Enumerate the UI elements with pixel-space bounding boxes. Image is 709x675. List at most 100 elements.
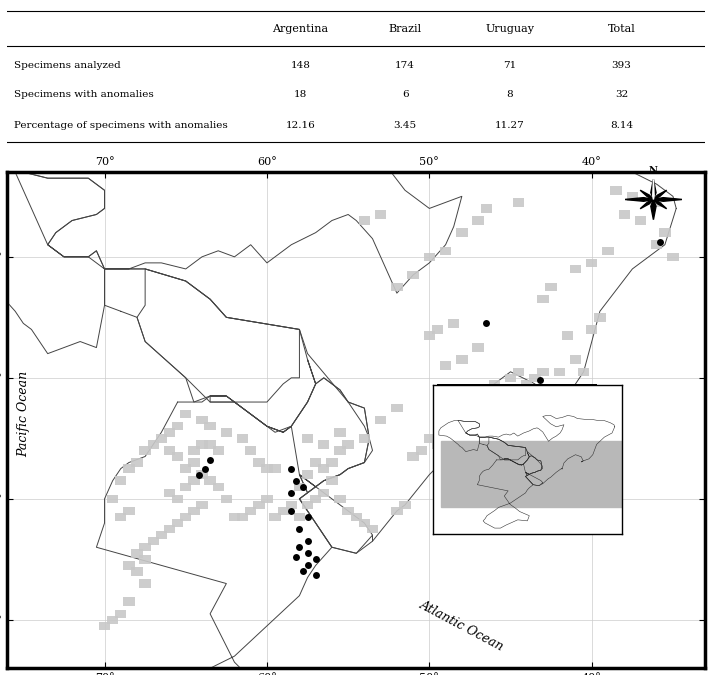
Text: Total: Total [608, 24, 635, 34]
Bar [237, 434, 248, 443]
Bar [432, 325, 443, 333]
Bar [367, 525, 378, 533]
Bar [456, 356, 467, 364]
Bar [448, 416, 459, 425]
Bar [335, 446, 346, 455]
Bar [310, 458, 321, 467]
Bar [489, 379, 500, 388]
Bar [99, 622, 110, 630]
Bar [342, 507, 354, 515]
Text: 8.14: 8.14 [610, 122, 633, 130]
Bar [521, 379, 532, 388]
Bar [359, 216, 370, 225]
Text: 18: 18 [294, 90, 307, 99]
Bar [424, 252, 435, 261]
Text: 148: 148 [291, 61, 311, 70]
Bar [131, 549, 143, 558]
Bar [554, 368, 565, 376]
Bar [107, 616, 118, 624]
Bar [140, 579, 151, 588]
Bar [651, 198, 662, 207]
Text: Percentage of specimens with anomalies: Percentage of specimens with anomalies [14, 122, 228, 130]
Bar [310, 495, 321, 503]
Text: 8: 8 [507, 90, 513, 99]
Bar [140, 543, 151, 551]
Bar [391, 404, 403, 412]
Bar [147, 440, 159, 449]
Bar [123, 597, 135, 606]
Bar [172, 495, 184, 503]
Bar [115, 477, 126, 485]
Bar [326, 458, 337, 467]
Bar [326, 477, 337, 485]
Bar [335, 428, 346, 437]
Bar [586, 259, 598, 267]
Bar [188, 446, 199, 455]
Bar [391, 507, 403, 515]
Bar [196, 470, 208, 479]
Bar [245, 446, 257, 455]
Bar [188, 477, 199, 485]
Bar [537, 404, 549, 412]
Text: Uruguay: Uruguay [486, 24, 535, 34]
Bar [408, 452, 419, 461]
Bar [123, 464, 135, 472]
Bar [570, 356, 581, 364]
Bar [578, 368, 589, 376]
Bar [156, 531, 167, 539]
Bar [180, 483, 191, 491]
Bar [408, 271, 419, 279]
Text: 71: 71 [503, 61, 517, 70]
Bar [269, 464, 281, 472]
Text: Pacific Ocean: Pacific Ocean [17, 371, 30, 457]
Bar [261, 495, 273, 503]
Bar [415, 446, 427, 455]
Bar [213, 483, 224, 491]
Bar [180, 513, 191, 521]
Bar [147, 537, 159, 545]
Bar [188, 507, 199, 515]
Text: Specimens analyzed: Specimens analyzed [14, 61, 121, 70]
Bar [529, 410, 540, 418]
Bar [440, 246, 452, 255]
Text: Atlantic Ocean: Atlantic Ocean [418, 598, 506, 653]
Bar [237, 513, 248, 521]
Text: 12.16: 12.16 [286, 122, 316, 130]
Bar [399, 501, 411, 509]
Bar [318, 464, 330, 472]
Bar [318, 489, 330, 497]
Bar [115, 513, 126, 521]
Bar [156, 434, 167, 443]
Bar [220, 428, 232, 437]
Bar [618, 210, 630, 219]
Bar [635, 216, 646, 225]
Bar [505, 373, 516, 382]
Bar [586, 325, 598, 333]
Bar [213, 446, 224, 455]
Bar [513, 368, 525, 376]
Bar [204, 440, 216, 449]
Bar [424, 331, 435, 340]
Bar [172, 519, 184, 527]
Text: Brazil: Brazil [389, 24, 422, 34]
Bar [123, 507, 135, 515]
Bar [229, 513, 240, 521]
Bar [472, 216, 484, 225]
Text: Specimens with anomalies: Specimens with anomalies [14, 90, 154, 99]
Bar [432, 440, 443, 449]
Bar [164, 489, 175, 497]
Text: 11.27: 11.27 [495, 122, 525, 130]
Bar [481, 205, 492, 213]
Bar [472, 344, 484, 352]
Bar [545, 283, 557, 292]
Text: 3.45: 3.45 [393, 122, 417, 130]
Bar [220, 495, 232, 503]
Text: 393: 393 [612, 61, 632, 70]
Bar [269, 513, 281, 521]
Bar [172, 422, 184, 431]
Bar [537, 295, 549, 304]
Bar [196, 440, 208, 449]
Bar [448, 319, 459, 327]
Bar [472, 392, 484, 400]
Bar [603, 246, 614, 255]
